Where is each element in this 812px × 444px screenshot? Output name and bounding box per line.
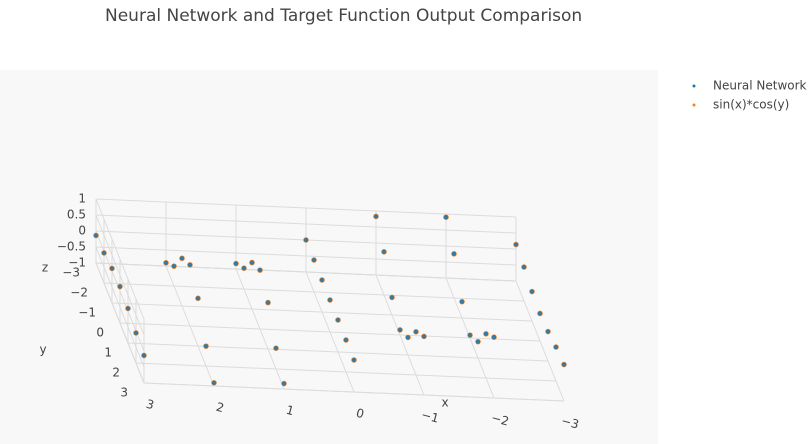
data-point bbox=[413, 329, 419, 334]
z-grid-line bbox=[95, 214, 517, 234]
y-grid-line bbox=[143, 382, 565, 402]
legend-marker bbox=[692, 84, 696, 88]
data-point bbox=[303, 237, 309, 243]
data-point bbox=[405, 335, 411, 340]
y-axis-label: y bbox=[39, 343, 46, 357]
legend-marker bbox=[692, 103, 696, 107]
z-grid-line bbox=[95, 246, 145, 368]
data-point bbox=[475, 339, 481, 344]
data-point bbox=[491, 335, 497, 340]
z-tick-label: 1 bbox=[78, 192, 86, 206]
x-tick-label: −2 bbox=[490, 410, 511, 428]
z-grid-line bbox=[95, 198, 145, 320]
y-tick-label: −3 bbox=[62, 266, 80, 280]
legend-label: Neural Network bbox=[713, 79, 807, 93]
data-point bbox=[451, 251, 457, 257]
z-tick-label: 0 bbox=[78, 224, 86, 238]
x-tick-label: 1 bbox=[285, 403, 296, 419]
data-point bbox=[233, 261, 239, 266]
data-point bbox=[553, 344, 559, 350]
z-grid-line bbox=[95, 246, 517, 266]
z-tick-label: 0.5 bbox=[67, 208, 86, 222]
data-point bbox=[211, 380, 217, 385]
x-tick-label: −3 bbox=[560, 413, 581, 431]
data-point bbox=[171, 263, 177, 269]
x-axis-label: x bbox=[441, 396, 448, 410]
y-grid-line bbox=[119, 322, 541, 342]
y-tick-label: 2 bbox=[112, 366, 120, 380]
z-axis-label: z bbox=[42, 261, 48, 275]
data-point bbox=[389, 295, 395, 300]
x-tick-label: −1 bbox=[420, 407, 441, 425]
y-grid-line bbox=[111, 302, 533, 322]
data-point bbox=[521, 264, 527, 270]
legend-label: sin(x)*cos(y) bbox=[713, 98, 789, 112]
data-point bbox=[93, 233, 99, 238]
data-point bbox=[397, 327, 403, 333]
data-point bbox=[257, 267, 263, 273]
y-tick-label: −2 bbox=[70, 286, 88, 300]
y-tick-label: 1 bbox=[104, 346, 112, 360]
y-grid-line bbox=[103, 282, 525, 302]
x-tick-label: 2 bbox=[215, 400, 226, 416]
data-point bbox=[241, 266, 247, 271]
data-point bbox=[459, 299, 465, 304]
z-grid-line bbox=[95, 198, 517, 218]
y-tick-label: 3 bbox=[120, 386, 128, 400]
data-point bbox=[513, 242, 519, 247]
data-point bbox=[537, 311, 543, 316]
z-grid-line bbox=[95, 262, 145, 384]
x-tick-label: 0 bbox=[355, 406, 366, 422]
y-tick-label: −1 bbox=[78, 306, 96, 320]
data-point bbox=[443, 215, 449, 220]
z-tick-label: −1 bbox=[68, 256, 86, 270]
data-point bbox=[133, 330, 139, 336]
data-point bbox=[187, 262, 193, 268]
x-tick-label: 3 bbox=[145, 397, 156, 413]
data-point bbox=[483, 331, 489, 337]
data-point bbox=[545, 329, 551, 334]
data-point bbox=[203, 343, 209, 349]
chart-title: Neural Network and Target Function Outpu… bbox=[105, 6, 582, 26]
data-point bbox=[273, 346, 279, 351]
data-point bbox=[101, 250, 107, 256]
data-point bbox=[421, 334, 427, 339]
data-point bbox=[319, 277, 325, 283]
data-point bbox=[179, 256, 185, 261]
y-grid-line bbox=[127, 342, 549, 362]
y-tick-label: 0 bbox=[96, 326, 104, 340]
z-grid-line bbox=[95, 214, 145, 336]
data-point bbox=[265, 300, 271, 305]
data-point bbox=[373, 214, 379, 219]
data-point bbox=[141, 353, 147, 358]
data-point bbox=[561, 362, 567, 367]
data-point bbox=[195, 296, 201, 301]
y-grid-line bbox=[135, 362, 557, 382]
data-point bbox=[281, 381, 287, 386]
data-point bbox=[109, 266, 115, 271]
data-point bbox=[163, 260, 169, 265]
data-point bbox=[327, 297, 333, 303]
data-point bbox=[343, 337, 349, 343]
z-grid-line bbox=[95, 262, 517, 282]
data-point bbox=[351, 357, 357, 363]
data-point bbox=[529, 289, 535, 294]
data-point bbox=[467, 332, 473, 338]
data-point bbox=[125, 306, 131, 311]
data-point bbox=[311, 257, 317, 263]
data-point bbox=[381, 249, 387, 254]
z-tick-label: −0.5 bbox=[57, 240, 86, 254]
data-point bbox=[117, 284, 123, 289]
data-point bbox=[249, 260, 255, 265]
data-point bbox=[335, 317, 341, 323]
